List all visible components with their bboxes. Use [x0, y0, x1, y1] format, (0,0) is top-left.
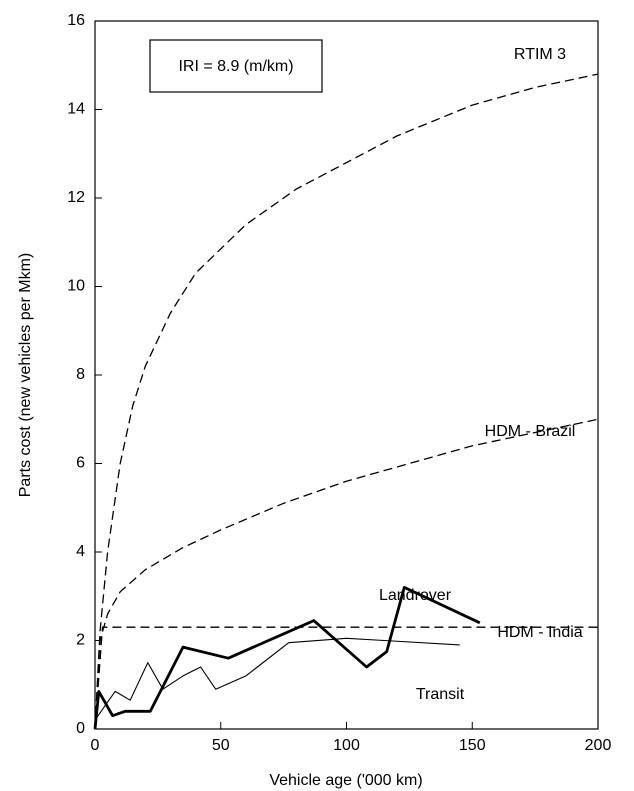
series-label: Landrover — [379, 587, 452, 604]
x-tick-label: 50 — [212, 737, 230, 754]
series-label: HDM - Brazil — [485, 423, 576, 440]
series-line — [94, 73, 599, 730]
x-tick-label: 150 — [459, 737, 486, 754]
y-tick-label: 12 — [67, 189, 85, 206]
series-line — [94, 637, 460, 721]
annotation-box — [149, 39, 323, 93]
annotation: IRI = 8.9 (m/km) — [178, 58, 293, 75]
y-tick-label: 10 — [67, 278, 85, 295]
y-tick-label: 14 — [67, 101, 85, 118]
y-tick-label: 0 — [76, 720, 85, 737]
y-tick-label: 2 — [76, 632, 85, 649]
series-line — [93, 586, 481, 730]
series-line — [94, 626, 598, 730]
x-tick-label: 0 — [91, 737, 100, 754]
y-axis-label: Parts cost (new vehicles per Mkm) — [17, 253, 34, 498]
series-label: Transit — [416, 686, 465, 703]
x-tick-label: 200 — [585, 737, 612, 754]
y-tick-label: 6 — [76, 455, 85, 472]
x-axis-label: Vehicle age ('000 km) — [269, 772, 422, 789]
series-label: RTIM 3 — [514, 46, 566, 63]
y-tick-label: 8 — [76, 366, 85, 383]
series-label: HDM - India — [497, 624, 582, 641]
series-line — [94, 418, 599, 730]
x-tick-label: 100 — [333, 737, 360, 754]
plot-frame — [94, 20, 599, 730]
y-tick-label: 16 — [67, 12, 85, 29]
y-tick-label: 4 — [76, 543, 85, 560]
